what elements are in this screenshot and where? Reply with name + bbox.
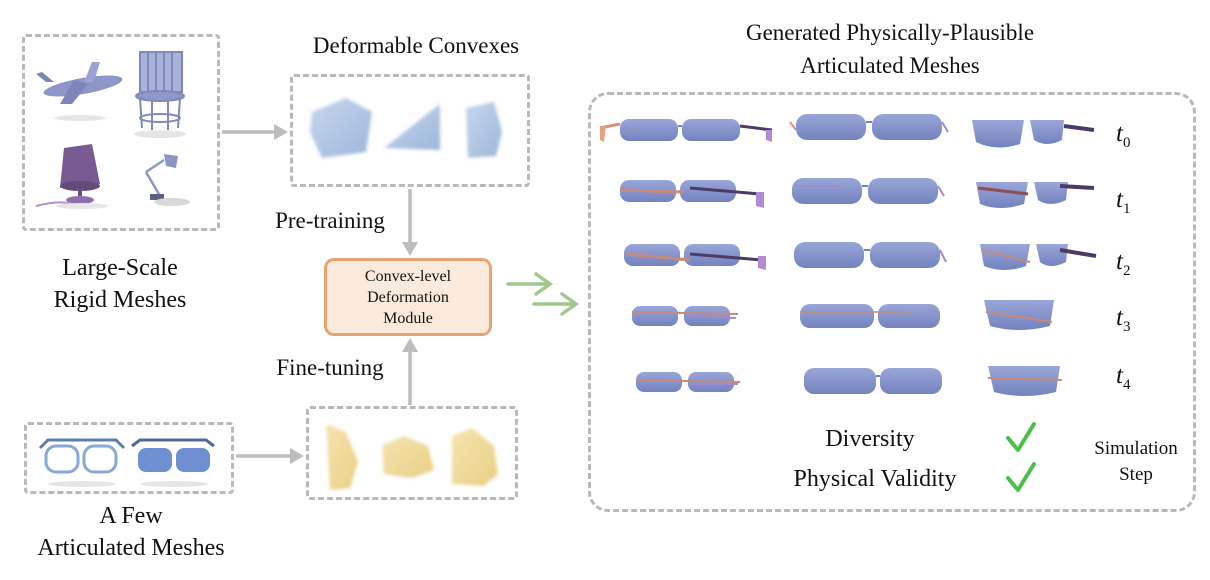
generated-row-1 [619, 178, 1095, 208]
convex-yellow-1 [326, 424, 358, 490]
generated-row-2 [624, 242, 1097, 270]
desk-lamp-icon [144, 154, 190, 206]
deformable-convexes-label: Deformable Convexes [312, 33, 520, 58]
large-scale-label: Large-Scale Rigid Meshes [53, 255, 187, 313]
convex-blue-2 [384, 104, 440, 150]
arrow-finetune-to-module [402, 338, 418, 405]
convex-blue-1 [310, 98, 372, 158]
check-icon [1006, 422, 1036, 452]
check-icon [1006, 462, 1036, 492]
glasses-r2-c1 [794, 242, 947, 268]
arrow-articulated-to-convex [236, 448, 304, 464]
finetune-convexes-box [306, 406, 518, 500]
glasses-r3-c2 [984, 300, 1054, 330]
time-step-t3: t3 [1116, 304, 1131, 335]
glasses-r4-c1 [804, 368, 942, 394]
deformable-convexes-box [290, 74, 530, 187]
glasses-r2-c2 [980, 244, 1097, 270]
physical-validity-label: Physical Validity [793, 466, 957, 492]
time-step-t1: t1 [1116, 186, 1131, 217]
time-step-t0: t0 [1116, 120, 1131, 151]
simulation-step-label: Simulation Step [1094, 438, 1178, 485]
convex-deformation-module: Convex-level Deformation Module [324, 258, 492, 336]
module-label: Convex-level Deformation Module [364, 267, 452, 327]
diversity-label: Diversity [825, 426, 915, 452]
arrow-convex-to-module [402, 189, 418, 256]
glasses-r4-c2 [987, 366, 1063, 396]
glasses-r0-c1 [789, 114, 949, 140]
fine-tuning-label: Fine-tuning [276, 355, 384, 380]
generated-row-3 [631, 300, 1054, 330]
few-articulated-label: A Few Articulated Meshes [37, 503, 225, 561]
arrow-rigid-to-convex [222, 124, 288, 140]
glasses-r4-c0 [635, 372, 741, 392]
glasses-r1-c1 [792, 178, 945, 204]
convex-yellow-3 [452, 428, 498, 486]
sunglasses-icon [131, 438, 215, 487]
pre-training-label: Pre-training [275, 208, 385, 233]
glasses-r0-c0 [599, 119, 773, 142]
glasses-r3-c0 [631, 306, 739, 326]
lamp-icon [35, 144, 108, 209]
time-step-t2: t2 [1116, 248, 1131, 279]
time-step-t4: t4 [1116, 362, 1131, 393]
glasses-r1-c2 [976, 182, 1095, 208]
convex-blue-3 [466, 102, 502, 158]
chair-icon [134, 51, 186, 138]
convex-yellow-2 [382, 436, 434, 478]
glasses-r2-c0 [624, 244, 766, 270]
articulated-meshes-box [24, 422, 234, 494]
generated-meshes-box [588, 92, 1196, 512]
generated-title: Generated Physically-Plausible Articulat… [745, 20, 1035, 78]
glasses-icon [38, 438, 126, 487]
generated-row-0 [599, 114, 1095, 148]
glasses-r3-c1 [800, 304, 940, 328]
arrow-module-to-generated [506, 272, 580, 316]
glasses-r1-c0 [619, 180, 764, 208]
generated-row-4 [635, 366, 1063, 396]
rigid-meshes-box [22, 34, 220, 231]
airplane-icon [36, 62, 123, 121]
glasses-r0-c2 [972, 120, 1095, 148]
